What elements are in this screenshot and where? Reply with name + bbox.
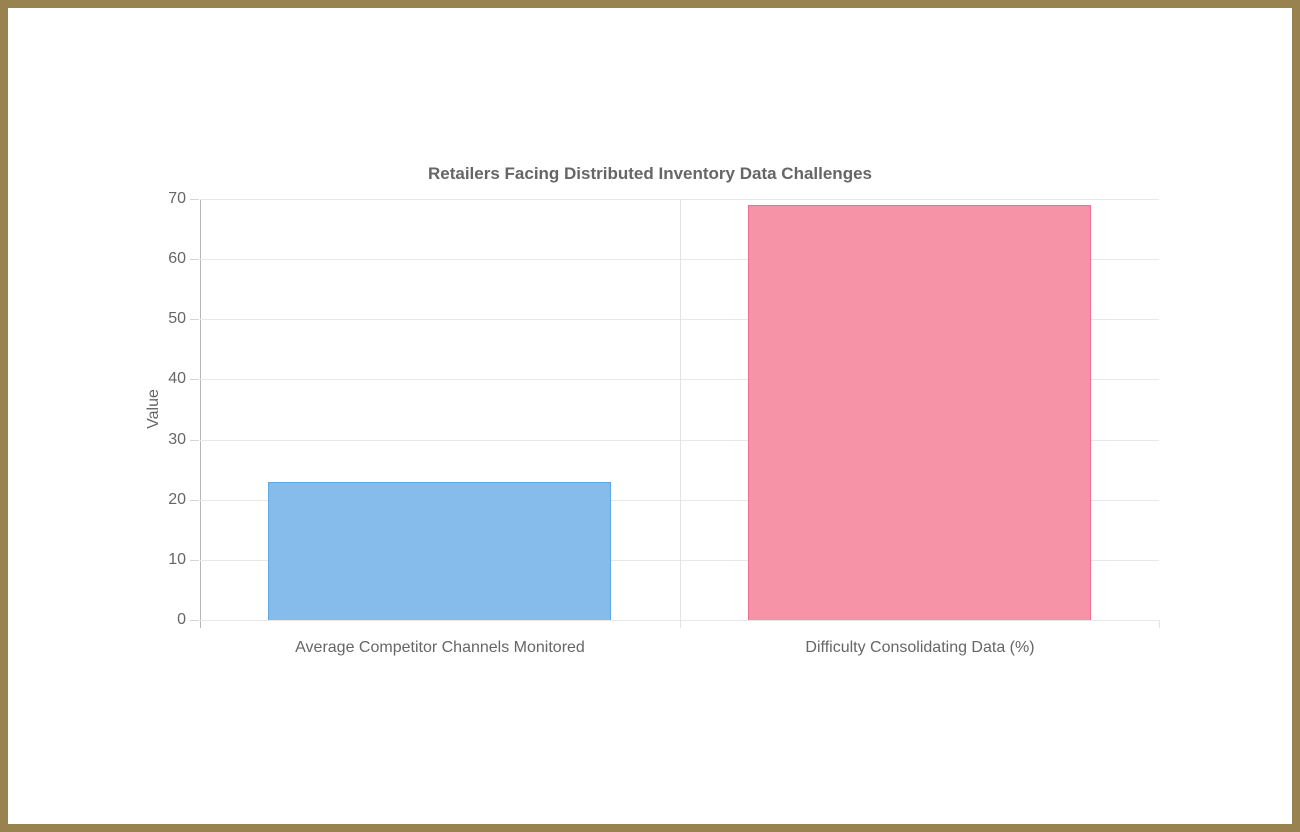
y-tick-mark-40 — [190, 379, 199, 380]
x-category-label-1: Difficulty Consolidating Data (%) — [805, 639, 1035, 656]
plot-area — [190, 199, 1160, 628]
x-tick-mark-right-edge — [1159, 620, 1160, 628]
gridline-y-20 — [200, 500, 1159, 501]
y-tick-label-60: 60 — [168, 250, 186, 267]
gridline-x-boundary-1 — [680, 199, 681, 628]
y-tick-mark-10 — [190, 560, 199, 561]
y-tick-mark-70 — [190, 199, 199, 200]
bar-chart: Retailers Facing Distributed Inventory D… — [140, 160, 1160, 690]
y-tick-mark-30 — [190, 440, 199, 441]
gridline-y-10 — [200, 560, 1159, 561]
gridline-y-30 — [200, 440, 1159, 441]
y-tick-label-0: 0 — [177, 611, 186, 628]
gridline-y-60 — [200, 259, 1159, 260]
y-tick-label-10: 10 — [168, 551, 186, 568]
y-tick-label-40: 40 — [168, 370, 186, 387]
y-tick-mark-50 — [190, 319, 199, 320]
bar-0[interactable] — [268, 482, 611, 620]
gridline-y-50 — [200, 319, 1159, 320]
y-axis-line — [200, 199, 201, 628]
y-tick-mark-60 — [190, 259, 199, 260]
y-tick-label-50: 50 — [168, 310, 186, 327]
gridline-y-70 — [200, 199, 1159, 200]
x-category-label-0: Average Competitor Channels Monitored — [295, 639, 585, 656]
chart-title: Retailers Facing Distributed Inventory D… — [427, 164, 872, 183]
gridline-y-0 — [200, 620, 1159, 621]
gridline-y-40 — [200, 379, 1159, 380]
y-tick-label-20: 20 — [168, 491, 186, 508]
y-tick-label-30: 30 — [168, 431, 186, 448]
y-axis-title: Value — [145, 389, 162, 429]
y-tick-mark-20 — [190, 500, 199, 501]
bar-1[interactable] — [748, 205, 1091, 620]
y-tick-label-70: 70 — [168, 190, 186, 207]
y-tick-mark-0 — [190, 620, 199, 621]
